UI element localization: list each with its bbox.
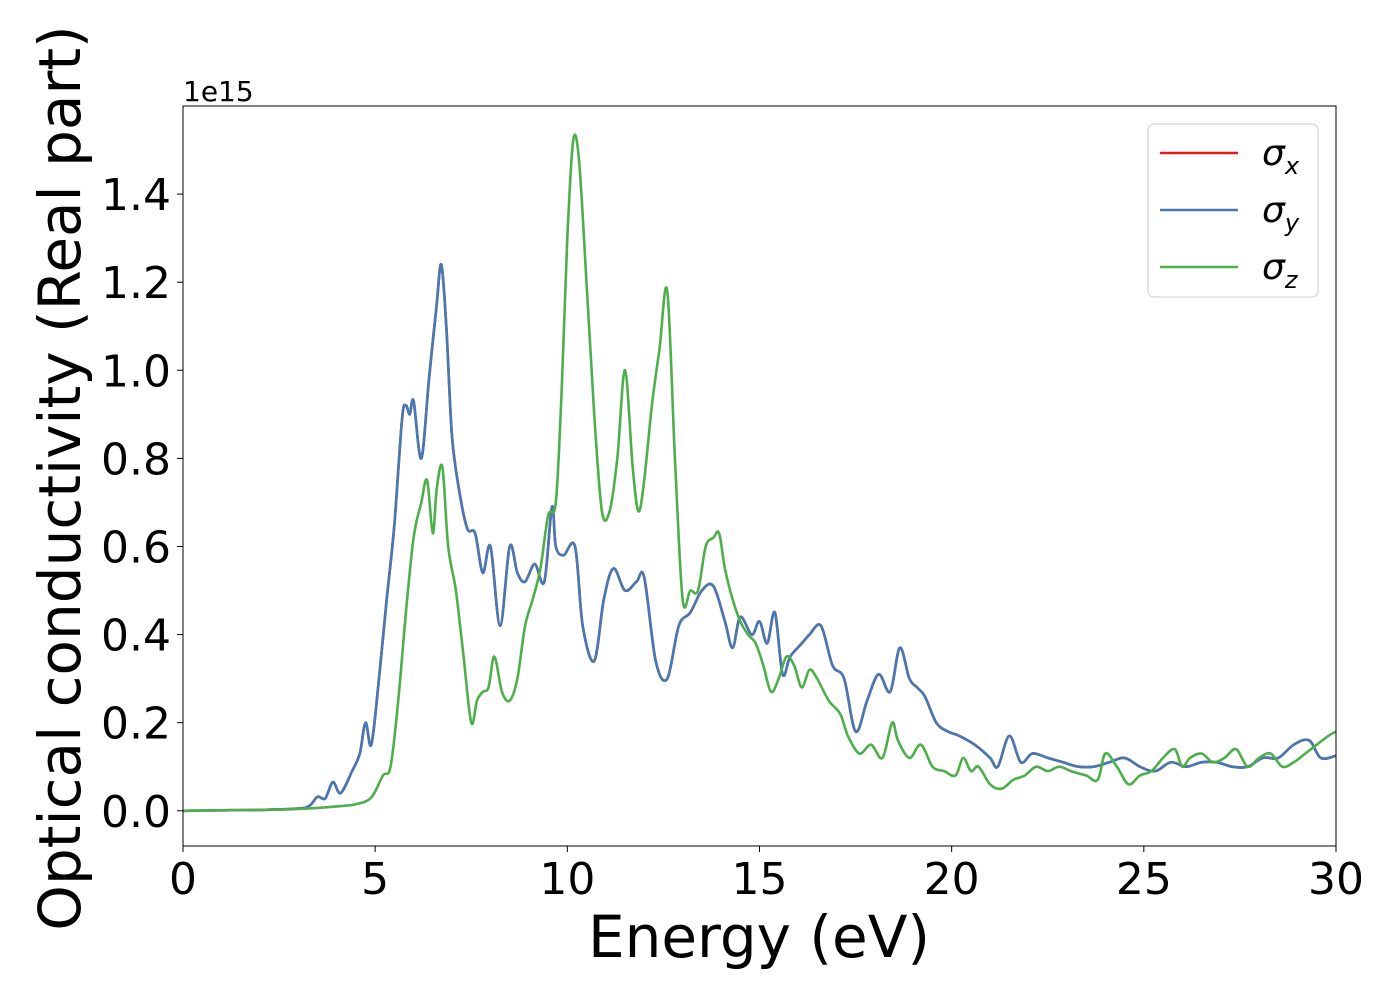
legend-label-subscript: x bbox=[1284, 152, 1300, 180]
y-axis-ticks: 0.0 0.2 0.4 0.6 0.8 1.0 1.2 1.4 bbox=[101, 170, 183, 838]
x-tick-label: 30 bbox=[1308, 854, 1364, 905]
x-axis-label: Energy (eV) bbox=[588, 903, 930, 971]
legend-label-subscript: z bbox=[1284, 266, 1299, 294]
y-tick-label: 0.4 bbox=[101, 611, 171, 662]
series-line-y bbox=[183, 263, 1336, 813]
series-line-z bbox=[183, 133, 1336, 813]
legend-label-subscript: y bbox=[1284, 209, 1300, 237]
x-tick-label: 5 bbox=[361, 854, 389, 905]
y-offset-text: 1e15 bbox=[183, 75, 254, 108]
x-axis-ticks: 0 5 10 15 20 25 30 bbox=[169, 846, 1364, 905]
x-tick-label: 0 bbox=[169, 854, 197, 905]
y-tick-label: 0.8 bbox=[101, 434, 171, 485]
y-tick-label: 0.2 bbox=[101, 699, 171, 750]
y-tick-label: 0.6 bbox=[101, 522, 171, 573]
y-tick-label: 1.0 bbox=[101, 346, 171, 397]
y-tick-label: 1.4 bbox=[101, 170, 171, 221]
series-line-x bbox=[183, 263, 1336, 813]
y-axis-label: Optical conductivity (Real part) bbox=[26, 25, 94, 930]
x-tick-label: 15 bbox=[732, 854, 788, 905]
x-tick-label: 25 bbox=[1116, 854, 1172, 905]
x-tick-label: 20 bbox=[924, 854, 980, 905]
y-tick-label: 1.2 bbox=[101, 258, 171, 309]
plot-lines bbox=[183, 133, 1336, 813]
x-tick-label: 10 bbox=[539, 854, 595, 905]
y-tick-label: 0.0 bbox=[101, 787, 171, 838]
